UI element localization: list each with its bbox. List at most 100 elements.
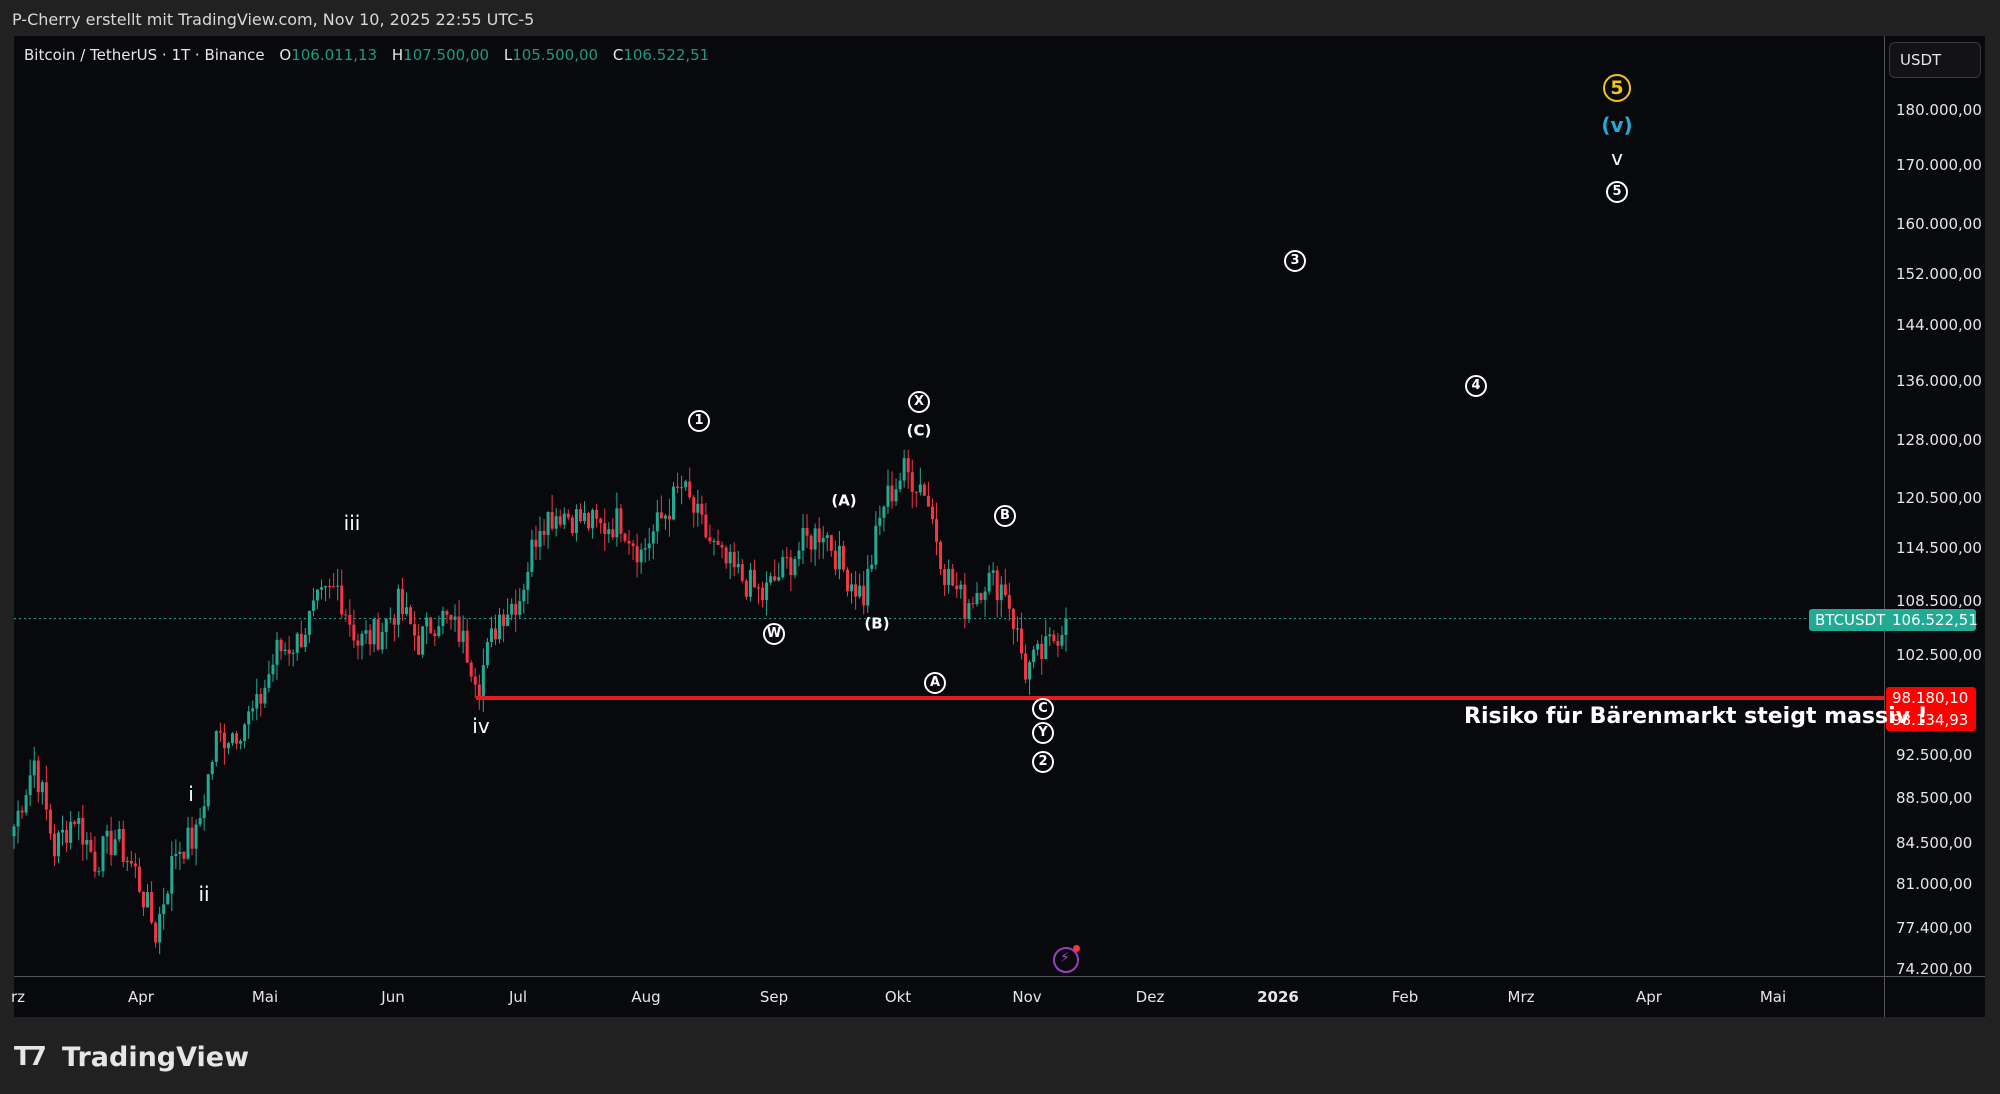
candle-body <box>874 525 878 565</box>
price-tick: 88.500,00 <box>1896 789 1973 807</box>
currency-unit-button[interactable]: USDT <box>1889 42 1981 78</box>
candle-body <box>837 545 841 570</box>
candle-body <box>680 487 684 489</box>
wave-label[interactable]: X <box>908 389 930 413</box>
price-tick: 77.400,00 <box>1896 919 1973 937</box>
candle-body <box>182 851 186 859</box>
candle-body <box>465 630 469 663</box>
symbol-title[interactable]: Bitcoin / TetherUS · 1T · Binance <box>24 46 265 64</box>
price-tick: 114.500,00 <box>1896 539 1982 557</box>
alerts-flash-button[interactable]: ⚡ <box>1053 945 1080 973</box>
candle-body <box>623 533 627 541</box>
price-tick: 102.500,00 <box>1896 646 1982 664</box>
time-tick: Nov <box>1012 988 1042 1006</box>
wave-label[interactable]: (A) <box>831 491 857 510</box>
wave-label[interactable]: B <box>994 503 1016 527</box>
candle-body <box>574 509 578 534</box>
candle-body <box>1019 628 1023 654</box>
candle-body <box>926 495 930 507</box>
candle-body <box>73 821 77 824</box>
candle-body <box>429 617 433 634</box>
candle-body <box>194 824 198 849</box>
candle-body <box>647 543 651 549</box>
candle-body <box>364 630 368 634</box>
candle-body <box>469 662 473 677</box>
time-tick: Mai <box>251 988 279 1006</box>
price-tick: 84.500,00 <box>1896 834 1973 852</box>
candle-body <box>554 516 558 529</box>
candle-body <box>639 549 643 563</box>
candle-body <box>841 545 845 570</box>
wave-label[interactable]: 5 <box>1603 74 1631 102</box>
candle-body <box>999 584 1003 601</box>
candle-body <box>1011 608 1015 629</box>
candle-body <box>805 527 809 536</box>
candle-body <box>89 839 93 852</box>
wave-label[interactable]: i <box>188 782 194 806</box>
wave-label[interactable]: (v) <box>1601 113 1633 137</box>
candle-body <box>1052 634 1056 642</box>
candle-body <box>251 708 255 712</box>
candle-body <box>736 564 740 568</box>
wave-label[interactable]: 4 <box>1465 373 1487 397</box>
time-axis[interactable] <box>14 976 1884 1017</box>
wave-label[interactable]: C <box>1032 696 1054 720</box>
price-tick: 92.500,00 <box>1896 746 1973 764</box>
chart-pane[interactable] <box>14 36 1884 976</box>
candle-body <box>684 481 688 488</box>
candle-body <box>24 795 28 813</box>
candle-body <box>655 512 659 532</box>
wave-label[interactable]: (B) <box>864 614 890 633</box>
wave-label[interactable]: 2 <box>1032 749 1054 773</box>
candle-body <box>570 517 574 534</box>
candle-body <box>129 860 133 864</box>
wave-label[interactable]: iv <box>472 714 490 738</box>
support-line-price-tag-2: 98.134,93 <box>1886 709 1976 731</box>
candle-body <box>320 587 324 590</box>
candle-body <box>566 513 570 518</box>
candle-body <box>348 614 352 625</box>
candle-body <box>287 649 291 654</box>
candle-body <box>676 486 680 489</box>
price-tick: 128.000,00 <box>1896 431 1982 449</box>
candle-body <box>376 619 380 650</box>
candle-body <box>57 832 61 857</box>
wave-label[interactable]: W <box>763 621 785 645</box>
candle-body <box>809 535 813 550</box>
candle-body <box>275 639 279 665</box>
wave-label[interactable]: A <box>924 670 946 694</box>
wave-label[interactable]: 3 <box>1284 248 1306 272</box>
wave-label[interactable]: (C) <box>906 421 932 440</box>
candle-body <box>769 576 773 583</box>
candle-body <box>202 806 206 819</box>
candle-body <box>433 633 437 637</box>
candle-body <box>198 818 202 825</box>
candle-body <box>534 539 538 547</box>
wave-label[interactable]: iii <box>343 511 361 535</box>
last-price-symbol-tag: BTCUSDT <box>1809 609 1892 631</box>
candle-body <box>878 517 882 526</box>
bear-market-warning-text[interactable]: Risiko für Bärenmarkt steigt massiv ! <box>1464 704 1928 729</box>
candle-body <box>222 732 226 749</box>
wave-label[interactable]: 5 <box>1606 179 1628 203</box>
candle-body <box>340 585 344 615</box>
candle-body <box>825 535 829 538</box>
candle-body <box>101 836 105 872</box>
candle-body <box>44 782 48 810</box>
candle-body <box>583 513 587 522</box>
candle-body <box>890 485 894 502</box>
price-axis[interactable] <box>1884 36 1985 976</box>
candle-body <box>955 585 959 590</box>
candle-body <box>477 684 481 697</box>
wave-label[interactable]: Y <box>1032 720 1054 744</box>
candle-body <box>315 589 319 601</box>
price-tick: 160.000,00 <box>1896 215 1982 233</box>
candle-body <box>1040 643 1044 660</box>
candle-body <box>506 614 510 627</box>
wave-label[interactable]: v <box>1611 146 1623 170</box>
time-tick: rz <box>10 988 26 1006</box>
wave-label[interactable]: ii <box>198 882 210 906</box>
candle-body <box>785 557 789 559</box>
wave-label[interactable]: 1 <box>688 408 710 432</box>
